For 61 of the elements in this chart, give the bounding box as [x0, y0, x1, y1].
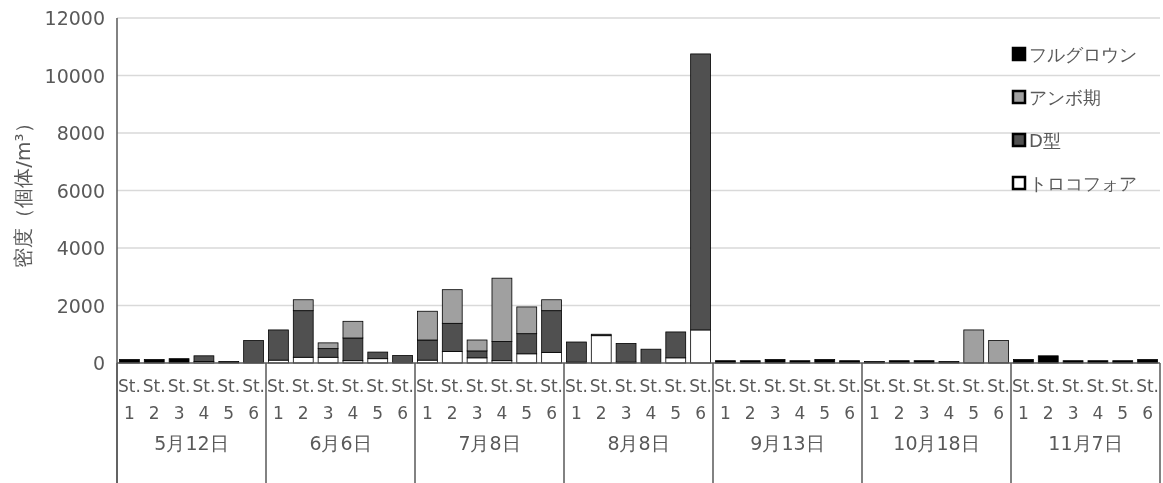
x-tick-label: St. 6 — [689, 376, 713, 423]
x-tick-label: St. 3 — [763, 376, 787, 423]
text: 5月12日 — [154, 432, 229, 454]
x-tick-label: St. 2 — [440, 376, 464, 423]
x-tick-label: St. 3 — [316, 376, 340, 423]
x-tick-label: St. 5 — [366, 376, 390, 423]
x-tick-label: St. 1 — [415, 376, 439, 423]
x-tick-label: St. 5 — [515, 376, 539, 423]
x-tick-label: St. 6 — [242, 376, 266, 423]
x-tick-label: St. 5 — [217, 376, 241, 423]
x-tick-label: St. 3 — [614, 376, 638, 423]
y-tick-label: 0 — [92, 352, 105, 374]
x-tick-label: St. 1 — [1011, 376, 1035, 423]
y-axis-title: 密度（個体/m³） — [11, 113, 35, 268]
x-tick-label: St. 1 — [862, 376, 886, 423]
x-tick-label: St. 5 — [813, 376, 837, 423]
x-tick-label: St. 6 — [540, 376, 564, 423]
y-tick-label: 12000 — [44, 7, 105, 29]
x-tick-label: St. 2 — [887, 376, 911, 423]
x-tick-label: St. 6 — [1136, 376, 1160, 423]
x-tick-label: St. 4 — [1086, 376, 1110, 423]
x-tick-label: St. 5 — [1111, 376, 1135, 423]
x-tick-label: St. 3 — [912, 376, 936, 423]
x-tick-label: St. 2 — [738, 376, 762, 423]
y-tick-label: 6000 — [56, 179, 105, 202]
legend-label: フルグロウン — [1029, 44, 1137, 65]
text: 6月6日 — [309, 432, 372, 454]
x-tick-label: St. 4 — [490, 376, 514, 423]
x-tick-label: St. 1 — [564, 376, 588, 423]
x-tick-label: St. 4 — [192, 376, 216, 423]
text: 9月13日 — [750, 432, 825, 454]
text: 7月8日 — [458, 432, 521, 454]
x-tick-label: St. 5 — [664, 376, 688, 423]
x-tick-label: St. 6 — [838, 376, 862, 423]
legend-label: アンボ期 — [1029, 87, 1101, 108]
x-tick-label: St. 2 — [1036, 376, 1060, 423]
x-tick-label: St. 3 — [465, 376, 489, 423]
x-tick-label: St. 4 — [639, 376, 663, 423]
legend-label: トロコフォア — [1029, 173, 1137, 194]
x-tick-label: St. 3 — [167, 376, 191, 423]
text: 8月8日 — [607, 432, 670, 454]
y-tick-label: 4000 — [56, 237, 105, 259]
x-tick-label: St. 3 — [1061, 376, 1085, 423]
y-tick-label: 8000 — [56, 122, 105, 144]
x-tick-label: St. 4 — [788, 376, 812, 423]
legend-label: D型 — [1029, 130, 1061, 151]
x-tick-label: St. 5 — [962, 376, 986, 423]
text: 11月7日 — [1048, 432, 1123, 454]
x-tick-label: St. 2 — [291, 376, 315, 423]
y-tick-label: 2000 — [56, 294, 105, 317]
x-tick-label: St. 4 — [937, 376, 961, 423]
x-tick-label: St. 1 — [266, 376, 290, 423]
text: 10月18日 — [893, 432, 980, 454]
y-tick-label: 10000 — [44, 64, 105, 87]
x-tick-label: St. 2 — [142, 376, 166, 423]
x-tick-label: St. 6 — [987, 376, 1011, 423]
x-tick-label: St. 1 — [713, 376, 737, 423]
x-tick-label: St. 6 — [391, 376, 415, 423]
x-tick-label: St. 1 — [117, 376, 141, 423]
x-tick-label: St. 4 — [341, 376, 365, 423]
x-tick-label: St. 2 — [589, 376, 613, 423]
